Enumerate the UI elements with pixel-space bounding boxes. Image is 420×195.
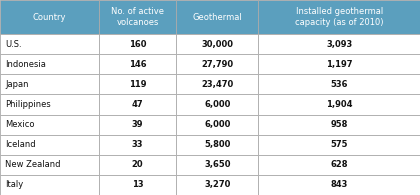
Bar xyxy=(258,115,420,135)
Text: 843: 843 xyxy=(331,180,348,190)
Text: 3,270: 3,270 xyxy=(204,180,231,190)
Text: Philippines: Philippines xyxy=(5,100,51,109)
Bar xyxy=(258,94,420,115)
Text: 39: 39 xyxy=(132,120,143,129)
Text: 27,790: 27,790 xyxy=(201,60,234,69)
Bar xyxy=(99,54,176,74)
Text: 6,000: 6,000 xyxy=(204,100,231,109)
Bar xyxy=(99,74,176,94)
Bar xyxy=(99,155,176,175)
Bar xyxy=(0,34,99,54)
Text: 958: 958 xyxy=(331,120,348,129)
Text: Country: Country xyxy=(33,12,66,22)
Text: 536: 536 xyxy=(331,80,348,89)
Text: 13: 13 xyxy=(132,180,143,190)
Text: 146: 146 xyxy=(129,60,146,69)
Bar xyxy=(0,175,99,195)
Text: Installed geothermal
capacity (as of 2010): Installed geothermal capacity (as of 201… xyxy=(295,7,383,27)
Text: 119: 119 xyxy=(129,80,146,89)
Text: 33: 33 xyxy=(132,140,143,149)
Bar xyxy=(176,74,258,94)
Bar xyxy=(176,0,258,34)
Text: 3,650: 3,650 xyxy=(204,160,231,169)
Text: 575: 575 xyxy=(331,140,348,149)
Bar xyxy=(0,0,99,34)
Bar xyxy=(176,175,258,195)
Text: 1,904: 1,904 xyxy=(326,100,352,109)
Bar xyxy=(99,135,176,155)
Bar xyxy=(258,175,420,195)
Text: 5,800: 5,800 xyxy=(204,140,231,149)
Bar xyxy=(99,94,176,115)
Bar xyxy=(258,54,420,74)
Text: 3,093: 3,093 xyxy=(326,40,352,49)
Text: Iceland: Iceland xyxy=(5,140,36,149)
Text: 20: 20 xyxy=(132,160,143,169)
Text: 6,000: 6,000 xyxy=(204,120,231,129)
Bar xyxy=(99,34,176,54)
Text: New Zealand: New Zealand xyxy=(5,160,60,169)
Bar xyxy=(176,94,258,115)
Bar xyxy=(176,54,258,74)
Bar xyxy=(258,0,420,34)
Bar xyxy=(176,115,258,135)
Text: Japan: Japan xyxy=(5,80,29,89)
Text: 47: 47 xyxy=(132,100,143,109)
Bar xyxy=(176,34,258,54)
Bar xyxy=(176,135,258,155)
Text: Italy: Italy xyxy=(5,180,23,190)
Text: 628: 628 xyxy=(331,160,348,169)
Bar xyxy=(99,0,176,34)
Bar xyxy=(99,175,176,195)
Text: U.S.: U.S. xyxy=(5,40,22,49)
Bar xyxy=(0,74,99,94)
Bar xyxy=(0,94,99,115)
Bar xyxy=(99,115,176,135)
Bar xyxy=(0,155,99,175)
Text: Geothermal: Geothermal xyxy=(192,12,242,22)
Text: 30,000: 30,000 xyxy=(201,40,234,49)
Bar xyxy=(0,115,99,135)
Bar xyxy=(258,74,420,94)
Text: No. of active
volcanoes: No. of active volcanoes xyxy=(111,7,164,27)
Bar xyxy=(258,135,420,155)
Text: 160: 160 xyxy=(129,40,146,49)
Bar xyxy=(258,155,420,175)
Bar xyxy=(0,54,99,74)
Text: 1,197: 1,197 xyxy=(326,60,352,69)
Bar xyxy=(0,135,99,155)
Bar xyxy=(176,155,258,175)
Bar xyxy=(258,34,420,54)
Text: Mexico: Mexico xyxy=(5,120,34,129)
Text: Indonesia: Indonesia xyxy=(5,60,46,69)
Text: 23,470: 23,470 xyxy=(201,80,234,89)
